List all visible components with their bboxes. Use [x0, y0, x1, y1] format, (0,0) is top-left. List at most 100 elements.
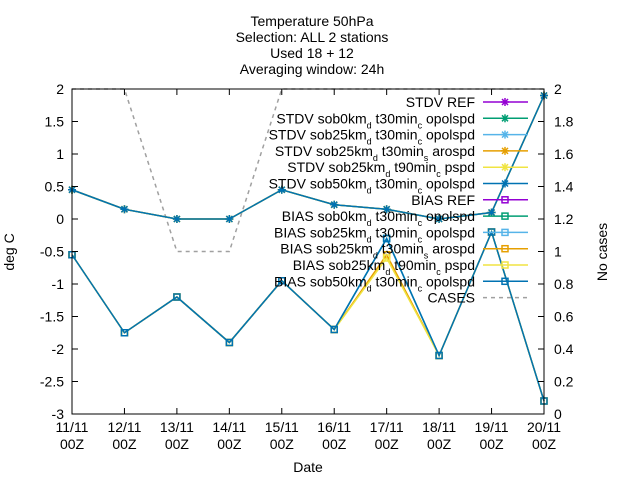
legend-marker: [501, 130, 509, 139]
data-point: [435, 351, 443, 360]
x-tick-label: 12/11: [107, 419, 141, 435]
y-axis-ticks: 2 1.5 1 0.5 0 -0.5 -1 -1.5 -2 -2.5 -3: [40, 81, 544, 422]
data-point: [225, 215, 234, 223]
title-line: Used 18 + 12: [270, 45, 354, 61]
legend-marker: [501, 98, 509, 106]
legend-label: STDV sob25kmd t30minc opolspd: [269, 127, 475, 147]
series-line: [71, 229, 545, 402]
x-tick-label: 00Z: [427, 436, 452, 452]
y-tick-label: -1: [52, 276, 65, 292]
y2-tick-label: 1.4: [554, 179, 574, 195]
data-point: [278, 277, 286, 285]
legend-label: STDV sob0kmd t30minc opolspd: [276, 110, 475, 130]
legend-label: BIAS sob50kmd t30minc opolspd: [274, 273, 475, 293]
y2-tick-label: 0: [554, 406, 562, 422]
data-point: [120, 329, 129, 337]
y-axis-label: deg C: [1, 233, 17, 270]
data-point: [382, 205, 391, 214]
y2-tick-label: 1.2: [554, 211, 574, 227]
y-tick-label: -2.5: [40, 374, 64, 390]
y-tick-label: 2: [56, 81, 64, 97]
y-tick-label: 1: [56, 146, 64, 162]
legend-label: BIAS REF: [411, 192, 475, 208]
y2-tick-label: 2: [554, 81, 562, 97]
y2-tick-label: 0.2: [554, 374, 574, 390]
x-tick-label: 14/11: [212, 419, 246, 435]
y2-tick-label: 0.6: [554, 309, 574, 325]
data-point: [120, 205, 129, 214]
legend-label: STDV sob25kmd t90minc pspd: [287, 159, 475, 179]
series-line: [71, 95, 545, 220]
legend-label: BIAS sob0kmd t30minc opolspd: [282, 208, 475, 228]
y-tick-label: -1.5: [40, 309, 64, 325]
x-tick-label: 15/11: [265, 419, 299, 435]
x-tick-label: 17/11: [370, 419, 404, 435]
data-point: [225, 338, 234, 347]
legend-label: STDV sob50kmd t30minc opolspd: [269, 176, 475, 196]
x-axis-ticks: 11/1100Z12/1100Z13/1100Z14/1100Z15/1100Z…: [56, 89, 561, 452]
y2-axis-label: No cases: [594, 223, 610, 281]
y-tick-label: -2: [52, 341, 65, 357]
x-tick-label: 00Z: [270, 436, 295, 452]
x-tick-label: 00Z: [532, 436, 557, 452]
x-tick-label: 00Z: [112, 436, 137, 452]
legend-label: STDV sob25kmd t30mins arospd: [275, 143, 475, 163]
x-tick-label: 00Z: [165, 436, 190, 452]
data-point: [330, 200, 339, 209]
data-point: [487, 208, 496, 217]
data-point: [435, 215, 444, 223]
legend-marker: [501, 196, 509, 204]
series-11: [68, 228, 548, 405]
legend-marker: [501, 244, 509, 253]
legend-marker: [501, 146, 509, 155]
x-tick-label: 00Z: [322, 436, 347, 452]
x-tick-label: 16/11: [317, 419, 351, 435]
legend-label: STDV REF: [406, 94, 475, 110]
legend-marker: [501, 228, 509, 237]
x-tick-label: 18/11: [422, 419, 456, 435]
title-line: Averaging window: 24h: [240, 61, 385, 77]
x-tick-label: 20/11: [527, 419, 561, 435]
x-tick-label: 13/11: [160, 419, 194, 435]
x-tick-label: 19/11: [475, 419, 509, 435]
legend-marker: [501, 163, 509, 172]
data-point: [330, 325, 338, 334]
legend-label: BIAS sob25kmd t30mins arospd: [280, 241, 475, 261]
y-tick-label: -3: [52, 406, 65, 422]
legend-marker: [501, 261, 509, 269]
x-tick-label: 11/11: [56, 419, 89, 435]
data-point: [277, 185, 286, 194]
x-axis-label: Date: [293, 459, 323, 475]
data-point: [382, 254, 391, 262]
y-tick-label: 1.5: [45, 114, 65, 130]
x-tick-label: 00Z: [217, 436, 242, 452]
legend-label: CASES: [428, 290, 475, 306]
y-tick-label: -0.5: [40, 244, 64, 260]
x-tick-label: 00Z: [375, 436, 400, 452]
y2-tick-label: 0.8: [554, 276, 574, 292]
data-point: [173, 293, 181, 301]
title-line: Selection: ALL 2 stations: [236, 29, 389, 45]
y2-tick-label: 1.6: [554, 146, 574, 162]
legend-marker: [501, 212, 509, 220]
data-point: [172, 215, 181, 223]
y-tick-label: 0.5: [45, 179, 65, 195]
y-tick-label: 0: [56, 211, 64, 227]
legend-marker: [501, 277, 509, 286]
data-point: [382, 234, 391, 243]
y2-tick-label: 1.8: [554, 114, 574, 130]
y2-tick-label: 0.4: [554, 341, 574, 357]
y2-axis-ticks: 2 1.8 1.6 1.4 1.2 1 0.8 0.6 0.4 0.2 0: [540, 81, 574, 422]
legend-label: BIAS sob25kmd t30minc opolspd: [274, 224, 475, 244]
y2-tick-label: 1: [554, 244, 562, 260]
legend-marker: [501, 114, 509, 123]
title-line: Temperature 50hPa: [251, 13, 374, 29]
legend-label: BIAS sob25kmd t90minc pspd: [293, 257, 475, 277]
legend-marker: [501, 179, 509, 188]
x-tick-label: 00Z: [479, 436, 504, 452]
x-tick-label: 00Z: [60, 436, 85, 452]
